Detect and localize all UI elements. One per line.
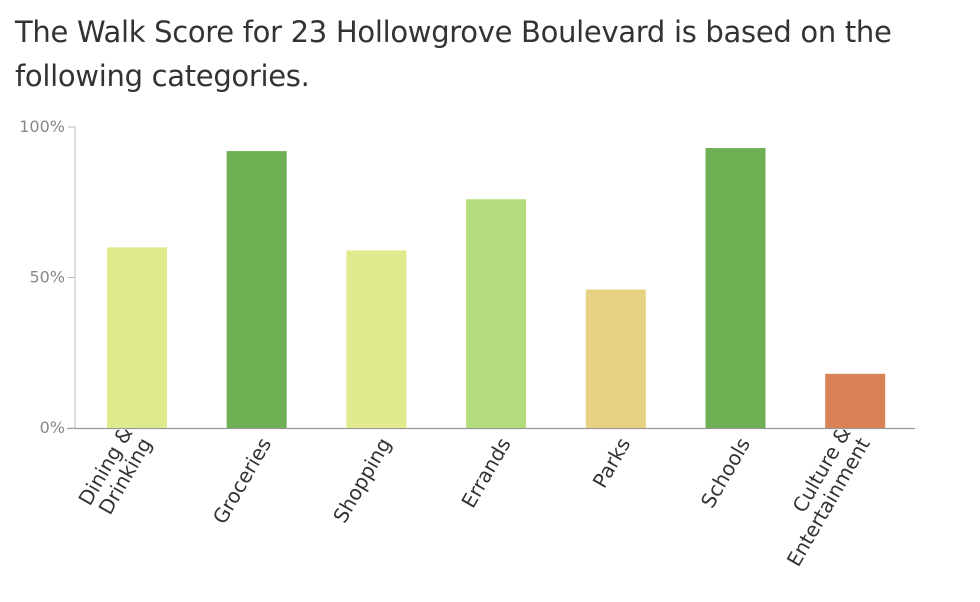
x-category-label: Shopping: [328, 434, 396, 527]
bar: [107, 247, 167, 428]
x-category-label-line: Errands: [456, 434, 515, 512]
chart-category-labels: Dining &Drinking Groceries Shopping Errands…: [73, 422, 875, 571]
x-category-label: Schools: [696, 434, 755, 513]
x-category-label: Culture &Entertainment: [763, 422, 875, 570]
chart-axes: 0% 50% 100%: [19, 117, 915, 437]
bar: [585, 289, 646, 428]
y-tick-label: 100%: [19, 117, 65, 136]
x-category-label-line: Schools: [696, 434, 755, 513]
x-category-label-line: Parks: [588, 434, 636, 492]
y-tick-label: 0%: [40, 418, 65, 437]
x-category-label: Errands: [456, 434, 515, 512]
bar: [226, 151, 287, 428]
x-category-label-line: Shopping: [328, 434, 396, 527]
bar: [346, 250, 407, 428]
bar: [825, 373, 886, 428]
bar: [705, 148, 766, 428]
bar: [466, 199, 527, 428]
chart-bars: [107, 148, 886, 428]
x-category-label: Groceries: [208, 434, 276, 529]
x-category-label-line: Groceries: [208, 434, 276, 529]
x-category-label: Dining &Drinking: [73, 423, 156, 521]
x-category-label: Parks: [588, 434, 636, 492]
page-heading: The Walk Score for 23 Hollowgrove Boulev…: [15, 15, 892, 93]
y-tick-label: 50%: [29, 268, 65, 287]
